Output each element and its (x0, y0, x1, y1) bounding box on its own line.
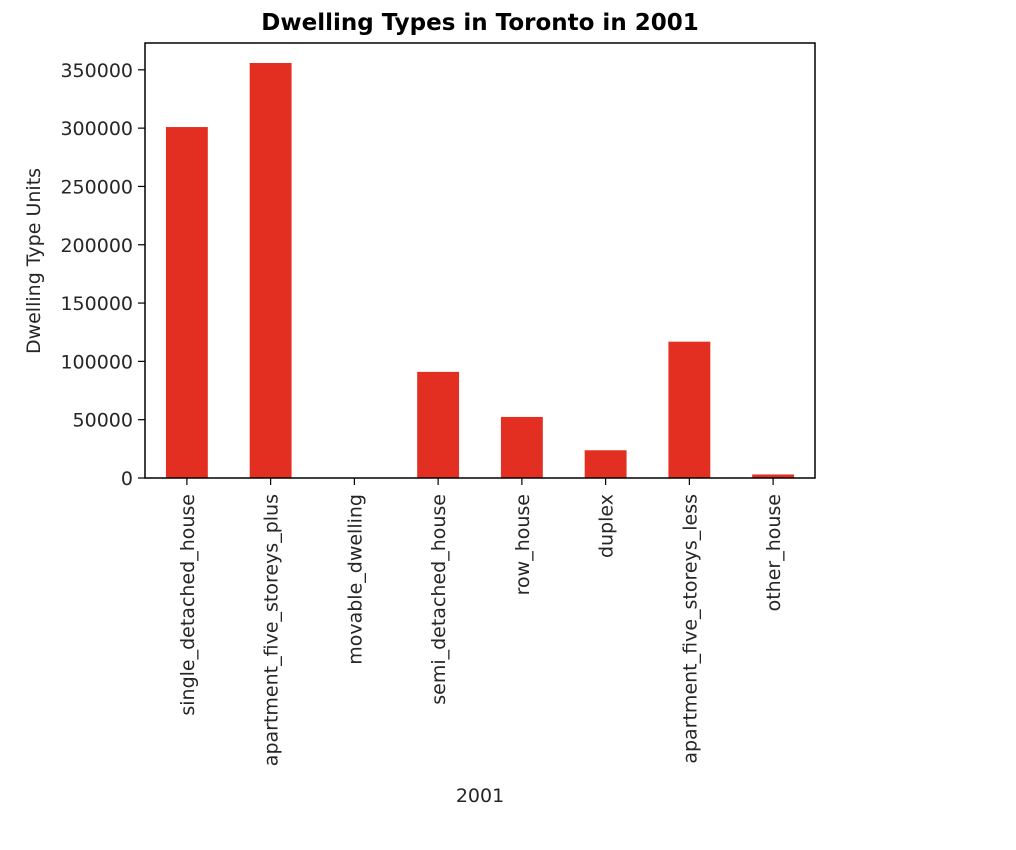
x-tick-label: semi_detached_house (428, 494, 450, 705)
y-tick-label: 200000 (60, 235, 133, 257)
bar-semi_detached_house (417, 372, 459, 478)
bar-duplex (585, 450, 627, 478)
bar-apartment_five_storeys_plus (250, 63, 292, 478)
x-axis-ticks: single_detached_house apartment_five_stor… (177, 478, 785, 766)
x-tick-label: movable_dwelling (344, 494, 366, 665)
y-tick-label: 150000 (60, 293, 133, 315)
y-tick-label: 250000 (60, 176, 133, 198)
x-tick-label: other_house (763, 494, 785, 611)
bar-row_house (501, 417, 543, 478)
chart-title: Dwelling Types in Toronto in 2001 (261, 10, 698, 36)
y-tick-label: 350000 (60, 60, 133, 82)
x-tick-label: apartment_five_storeys_less (679, 494, 701, 764)
y-tick-label: 100000 (60, 351, 133, 373)
y-tick-label: 300000 (60, 118, 133, 140)
y-axis-label: Dwelling Type Units (23, 168, 45, 354)
y-axis-ticks: 0 50000 100000 150000 200000 250000 300000 3500… (60, 60, 145, 490)
x-tick-label: duplex (596, 494, 618, 558)
y-tick-label: 50000 (73, 410, 133, 432)
x-tick-label: row_house (512, 494, 534, 595)
y-tick-label: 0 (121, 468, 133, 490)
x-tick-label: apartment_five_storeys_plus (261, 494, 283, 766)
x-axis-label: 2001 (456, 785, 504, 807)
x-tick-label: single_detached_house (177, 494, 199, 716)
bar-apartment_five_storeys_less (668, 342, 710, 478)
plot-frame (145, 43, 815, 478)
bars-layer (166, 63, 794, 478)
bar-single_detached_house (166, 127, 208, 478)
